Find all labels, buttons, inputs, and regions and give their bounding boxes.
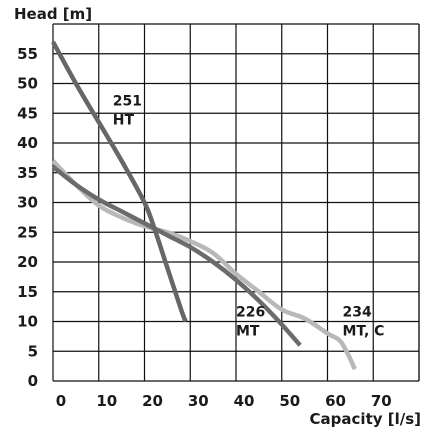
x-axis-title: Capacity [l/s]	[310, 410, 421, 428]
grid	[52, 23, 420, 382]
label-226-mt-line: 226	[236, 305, 265, 321]
tick-labels: 0 10 20 30 40 50 60 70 0 5 10 15 20 25 30 35 40 45 50 55	[17, 45, 392, 410]
y-tick-label: 10	[17, 313, 38, 331]
y-tick-label: 25	[17, 223, 38, 241]
label-251-ht-line: 251	[113, 93, 142, 109]
y-tick-label: 20	[17, 253, 38, 271]
label-226-mt-line: MT	[236, 324, 260, 340]
x-tick-label: 10	[96, 392, 117, 410]
y-tick-label: 0	[28, 372, 38, 390]
y-axis-title: Head [m]	[14, 5, 92, 23]
y-tick-label: 40	[17, 134, 38, 152]
x-tick-label: 20	[142, 392, 163, 410]
x-tick-label: 70	[371, 392, 392, 410]
curves	[51, 40, 357, 371]
y-tick-label: 5	[28, 342, 38, 360]
curve-226-mt	[51, 165, 302, 347]
y-tick-label: 35	[17, 164, 38, 182]
y-tick-label: 15	[17, 283, 38, 301]
y-tick-label: 30	[17, 194, 38, 212]
label-234-mt-c-line: 234	[343, 305, 372, 321]
label-234-mt-c-line: MT, C	[343, 324, 385, 340]
x-tick-label: 50	[279, 392, 300, 410]
x-tick-label: 40	[234, 392, 255, 410]
x-tick-label: 60	[325, 392, 346, 410]
y-tick-label: 45	[17, 104, 38, 122]
curve-labels: 251 HT 226 MT 234 MT, C	[113, 93, 385, 339]
y-tick-label: 55	[17, 45, 38, 63]
x-tick-label: 0	[56, 392, 66, 410]
label-251-ht-line: HT	[113, 112, 135, 128]
curve-234-mt-c	[51, 159, 357, 371]
curve-251-ht	[51, 40, 188, 323]
y-tick-label: 50	[17, 75, 38, 93]
x-tick-label: 30	[188, 392, 209, 410]
